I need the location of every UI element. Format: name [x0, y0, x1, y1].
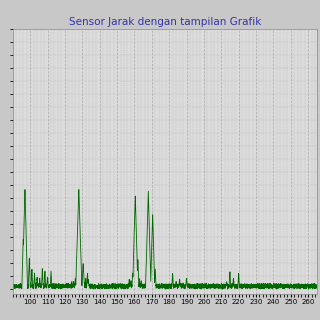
Title: Sensor Jarak dengan tampilan Grafik: Sensor Jarak dengan tampilan Grafik	[68, 17, 261, 27]
